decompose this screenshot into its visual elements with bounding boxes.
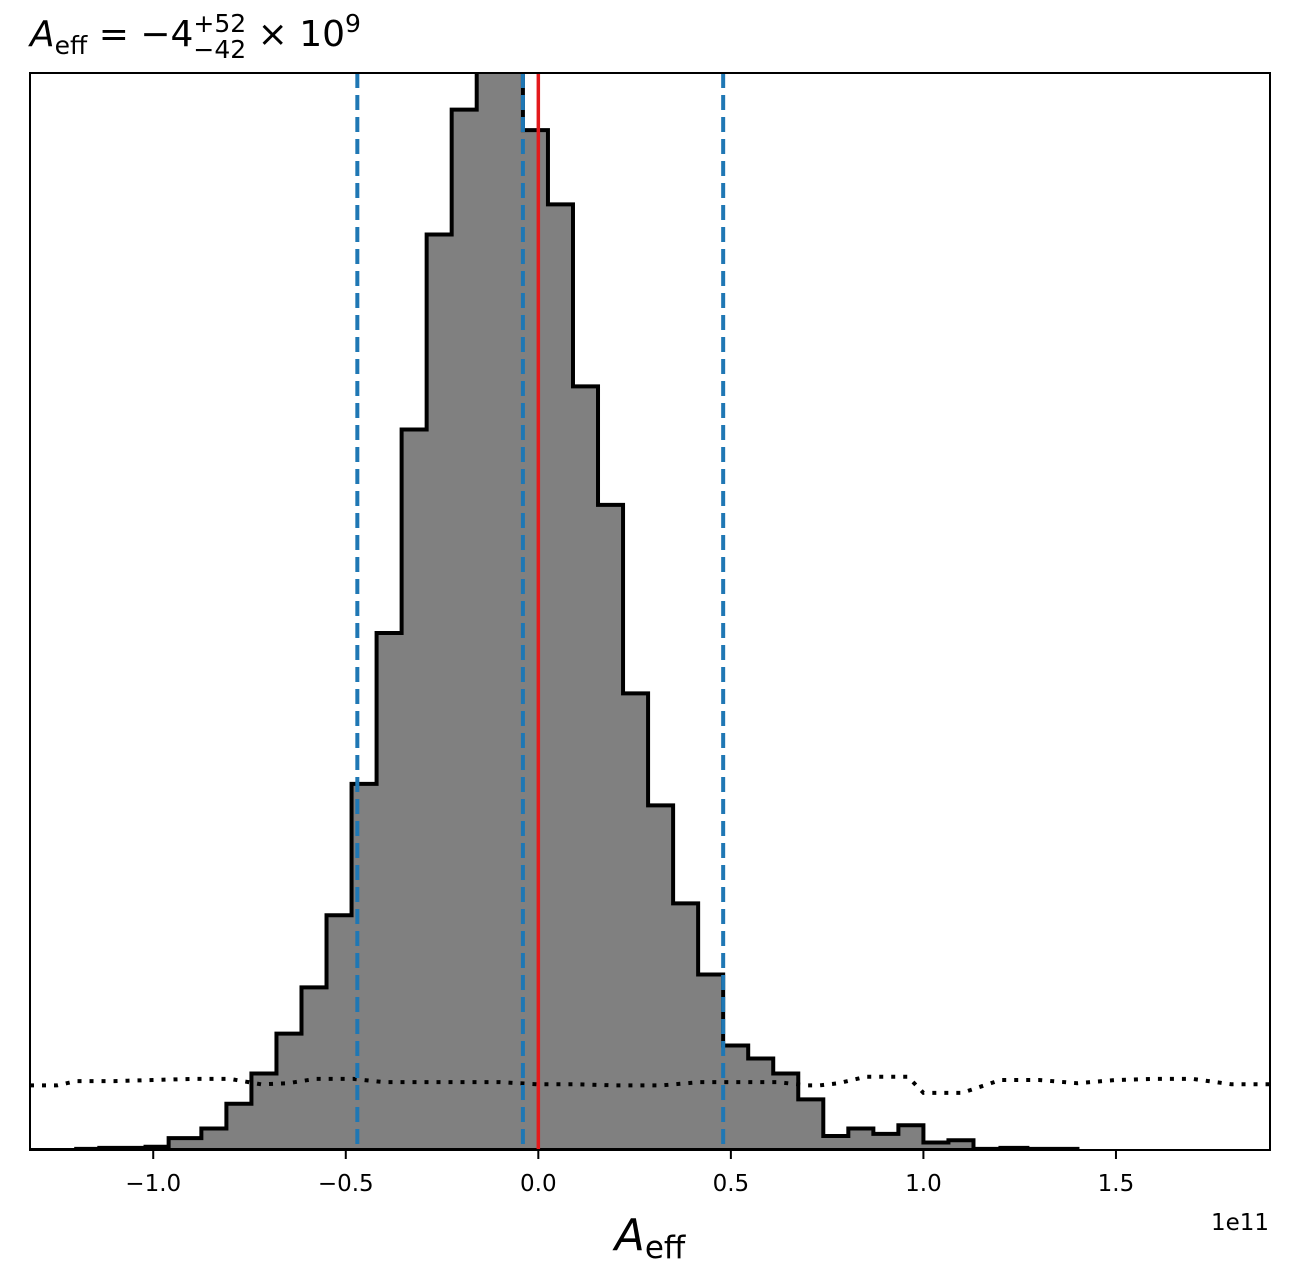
credible-interval-lines [355,73,726,1150]
title-main: = −4 [87,14,193,55]
x-tick-label-1: −1.0 [125,1171,181,1197]
histogram-bars [30,73,1080,1150]
title-subscript: −42 [193,35,246,64]
title-exponent: 9 [345,9,361,38]
title-symbol: A [28,14,55,55]
chart-title: Aeff = −4+52 −42 × 109 [28,9,361,64]
xlabel-subscript: eff [645,1230,686,1266]
plot-frame [29,72,1271,1151]
title-tail: × 10 [246,14,345,55]
xlabel-symbol: A [612,1210,645,1261]
x-axis-label: Aeff [612,1210,686,1266]
x-tick-label-6: 1.5 [1098,1171,1135,1197]
x-offset-label: 1e11 [1211,1210,1269,1236]
title-superscript: +52 [193,9,246,38]
x-tick-label-4: 0.5 [713,1171,750,1197]
x-tick-label-3: 0.0 [520,1171,557,1197]
x-axis-ticks: −1.0 −0.5 0.0 0.5 1.0 1.5 [125,1150,1134,1197]
plot-area [30,73,1270,1150]
x-tick-label-5: 1.0 [905,1171,942,1197]
title-symbol-subscript: eff [55,31,88,60]
x-tick-label-2: −0.5 [318,1171,374,1197]
